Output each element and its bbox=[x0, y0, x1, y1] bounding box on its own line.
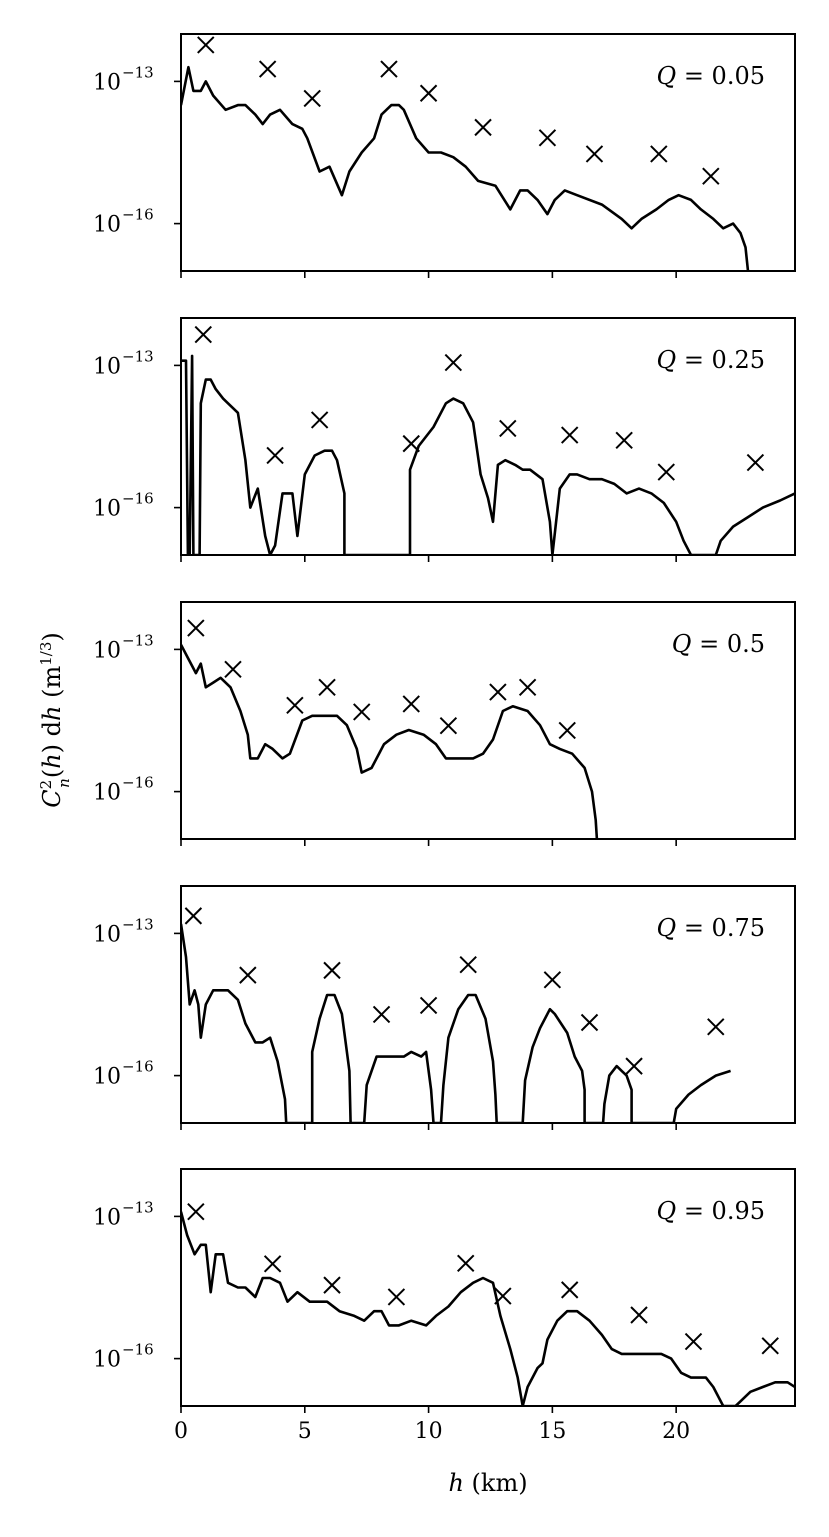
marker-point bbox=[630, 1306, 648, 1324]
marker-point bbox=[650, 145, 668, 163]
y-tick-exponent: −13 bbox=[122, 1198, 154, 1216]
y-tick-exponent: −13 bbox=[122, 63, 154, 81]
marker-point bbox=[402, 695, 420, 713]
x-tick-label: 20 bbox=[662, 1419, 690, 1444]
panel-frame bbox=[180, 885, 796, 1124]
marker-point bbox=[310, 411, 329, 429]
series-line bbox=[181, 65, 750, 271]
marker-point bbox=[303, 89, 321, 108]
marker-point bbox=[518, 678, 537, 697]
marker-point bbox=[187, 619, 205, 637]
marker-point bbox=[707, 1018, 725, 1036]
marker-point bbox=[625, 1057, 643, 1075]
marker-point bbox=[318, 678, 336, 697]
y-tick-label: 10 bbox=[93, 354, 121, 379]
y-tick-label: 10 bbox=[93, 1205, 121, 1230]
marker-point bbox=[474, 118, 492, 137]
panel-q-label: Q = 0.95 bbox=[657, 1197, 766, 1225]
x-axis-label: h (km) bbox=[448, 1469, 527, 1497]
marker-point bbox=[444, 353, 463, 372]
marker-point bbox=[560, 426, 579, 444]
y-tick-label: 10 bbox=[93, 497, 121, 522]
marker-point bbox=[258, 60, 277, 78]
marker-point bbox=[499, 419, 517, 438]
y-tick-exponent: −16 bbox=[122, 490, 154, 508]
marker-point bbox=[580, 1013, 599, 1032]
series-line bbox=[181, 644, 599, 839]
panel-q-label: Q = 0.05 bbox=[657, 62, 766, 90]
x-tick-label: 5 bbox=[298, 1419, 312, 1444]
marker-point bbox=[187, 1202, 205, 1221]
marker-point bbox=[558, 721, 576, 740]
marker-point bbox=[585, 145, 604, 163]
marker-point bbox=[380, 60, 398, 78]
marker-point bbox=[560, 1281, 579, 1299]
panel-q-label: Q = 0.25 bbox=[657, 346, 766, 374]
marker-point bbox=[419, 84, 438, 102]
marker-point bbox=[615, 431, 633, 449]
marker-point bbox=[323, 961, 341, 980]
y-tick-exponent: −16 bbox=[122, 1341, 154, 1359]
y-tick-label: 10 bbox=[93, 70, 121, 95]
marker-point bbox=[746, 453, 765, 472]
marker-point bbox=[459, 955, 477, 974]
marker-point bbox=[197, 36, 215, 54]
y-tick-label: 10 bbox=[93, 781, 121, 806]
y-tick-label: 10 bbox=[93, 213, 121, 238]
marker-point bbox=[439, 717, 458, 735]
marker-point bbox=[457, 1254, 475, 1273]
marker-point bbox=[761, 1337, 779, 1355]
marker-point bbox=[402, 434, 420, 453]
panel-frame bbox=[180, 1168, 796, 1407]
marker-point bbox=[684, 1332, 703, 1351]
marker-point bbox=[286, 696, 304, 715]
marker-point bbox=[543, 971, 562, 989]
x-tick-label: 0 bbox=[174, 1419, 188, 1444]
x-tick-label: 15 bbox=[538, 1419, 566, 1444]
y-tick-exponent: −13 bbox=[122, 915, 154, 933]
marker-point bbox=[263, 1255, 282, 1273]
y-tick-label: 10 bbox=[93, 1065, 121, 1090]
series-line bbox=[181, 354, 795, 555]
marker-point bbox=[657, 463, 675, 481]
marker-point bbox=[224, 660, 242, 679]
x-tick-label: 10 bbox=[415, 1419, 443, 1444]
marker-point bbox=[494, 1287, 512, 1305]
marker-point bbox=[538, 129, 557, 147]
marker-point bbox=[239, 966, 257, 984]
series-line bbox=[181, 1211, 795, 1406]
y-axis-label: C2n(h) dh (m1/3) bbox=[37, 632, 73, 808]
y-tick-exponent: −16 bbox=[122, 774, 154, 792]
y-tick-exponent: −13 bbox=[122, 347, 154, 365]
panel-q-label: Q = 0.5 bbox=[672, 630, 765, 658]
panel-frame bbox=[180, 317, 796, 556]
y-tick-exponent: −13 bbox=[122, 631, 154, 649]
y-tick-exponent: −16 bbox=[122, 1058, 154, 1076]
marker-point bbox=[489, 683, 507, 701]
marker-point bbox=[419, 996, 438, 1015]
marker-point bbox=[353, 703, 371, 721]
marker-point bbox=[194, 325, 212, 344]
panel-q-label: Q = 0.75 bbox=[657, 914, 766, 942]
marker-point bbox=[184, 907, 203, 925]
marker-point bbox=[266, 446, 284, 465]
y-tick-label: 10 bbox=[93, 922, 121, 947]
y-tick-label: 10 bbox=[93, 638, 121, 663]
panel-frame bbox=[180, 601, 796, 840]
marker-point bbox=[702, 167, 720, 185]
marker-point bbox=[372, 1005, 391, 1024]
y-tick-exponent: −16 bbox=[122, 206, 154, 224]
marker-point bbox=[323, 1276, 341, 1294]
y-tick-label: 10 bbox=[93, 1348, 121, 1373]
panel-frame bbox=[180, 33, 796, 272]
series-line bbox=[181, 923, 731, 1123]
marker-point bbox=[387, 1288, 406, 1306]
